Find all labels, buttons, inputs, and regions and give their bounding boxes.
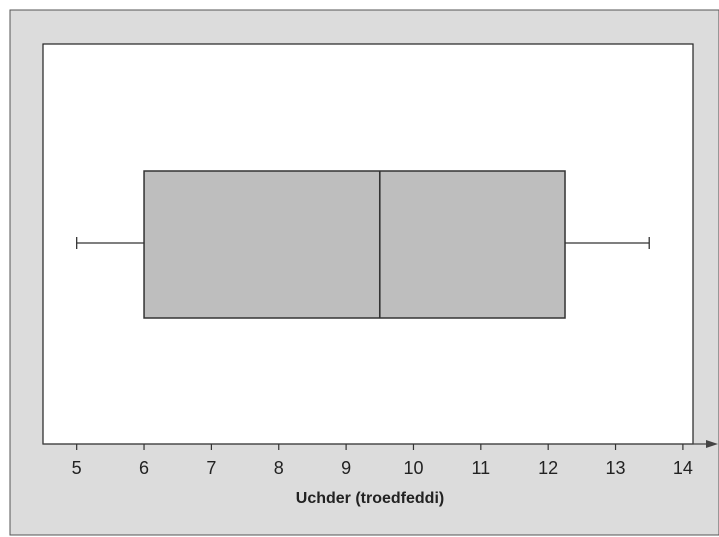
box-plot-series [76,170,650,319]
x-tick-label: 8 [274,458,284,478]
interquartile-box [143,170,566,319]
x-tick-label: 5 [72,458,82,478]
x-tick-label: 9 [341,458,351,478]
x-tick-label: 13 [606,458,626,478]
x-axis-title: Uchder (troedfeddi) [296,490,444,507]
x-tick-label: 10 [403,458,423,478]
x-tick-label: 11 [471,458,490,478]
x-tick-label: 14 [673,458,693,478]
x-axis: 5 6 7 8 9 10 11 12 13 14 [43,440,718,478]
x-axis-arrow-icon [706,440,718,448]
x-tick-label: 12 [538,458,558,478]
x-tick-label: 7 [206,458,216,478]
x-tick-label: 6 [139,458,149,478]
